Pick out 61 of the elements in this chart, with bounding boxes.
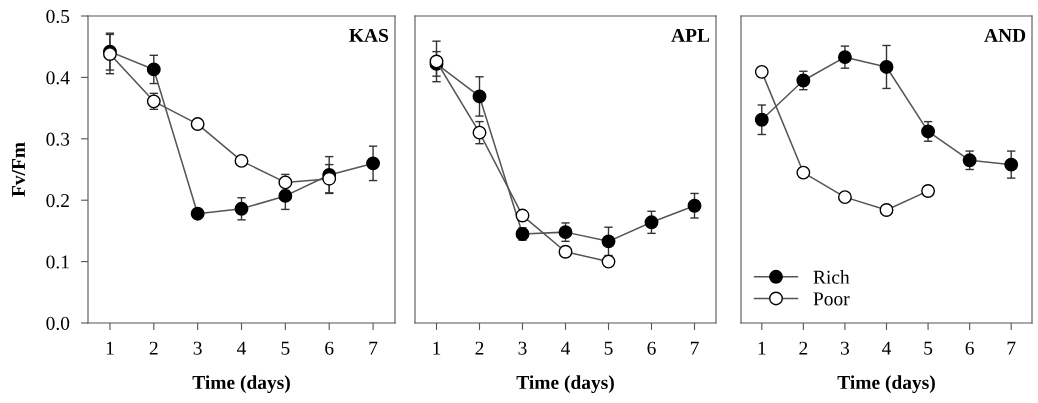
- legend-label: Poor: [813, 292, 850, 306]
- chart-title: AND: [984, 28, 1026, 42]
- x-tick-label: 2: [475, 341, 484, 355]
- point: [558, 244, 573, 259]
- point: [366, 156, 381, 171]
- point: [601, 234, 616, 249]
- x-axis-title: Time (days): [192, 375, 290, 394]
- y-tick-label: 0.0: [46, 316, 70, 331]
- point: [754, 112, 769, 127]
- point: [278, 188, 293, 203]
- point: [687, 198, 702, 213]
- point: [601, 254, 616, 269]
- point: [472, 89, 487, 104]
- point: [190, 206, 205, 221]
- x-tick-label: 1: [758, 341, 766, 355]
- point: [322, 171, 337, 186]
- y-tick-label: 0.3: [46, 132, 70, 146]
- x-tick-label: 7: [1007, 341, 1016, 355]
- point: [837, 190, 852, 205]
- y-axis-title: Fv/Fm: [12, 142, 26, 197]
- y-tick-label: 0.1: [46, 255, 69, 269]
- x-tick-label: 3: [193, 341, 202, 355]
- x-tick-label: 6: [965, 341, 974, 355]
- point: [921, 184, 936, 198]
- point: [472, 125, 487, 140]
- x-tick-label: 5: [604, 341, 613, 355]
- point: [515, 208, 530, 223]
- y-tick-label: 0.5: [46, 9, 70, 24]
- point: [921, 124, 936, 139]
- point: [837, 50, 852, 65]
- point: [234, 153, 249, 168]
- point: [879, 203, 894, 217]
- x-tick-label: 1: [433, 341, 441, 355]
- y-tick-label: 0.2: [46, 194, 69, 208]
- x-tick-label: 2: [149, 341, 158, 355]
- x-tick-label: 7: [369, 341, 378, 355]
- point: [234, 201, 249, 216]
- x-axis-title: Time (days): [516, 375, 614, 394]
- x-axis-title: Time (days): [837, 375, 935, 394]
- chart-title: KAS: [349, 28, 389, 42]
- x-tick-label: 5: [281, 341, 290, 355]
- legend-label: Rich: [813, 270, 850, 284]
- x-tick-label: 4: [882, 341, 892, 355]
- point: [879, 60, 894, 74]
- x-tick-label: 5: [924, 341, 933, 355]
- x-tick-label: 1: [106, 341, 114, 355]
- x-tick-label: 3: [841, 341, 850, 355]
- point: [190, 117, 205, 132]
- x-tick-label: 4: [237, 341, 247, 355]
- x-tick-label: 4: [561, 341, 571, 355]
- x-tick-label: 3: [518, 341, 527, 355]
- point: [1004, 157, 1019, 172]
- point: [146, 62, 161, 77]
- y-tick-label: 0.4: [46, 71, 70, 85]
- x-tick-label: 6: [647, 341, 656, 355]
- x-tick-label: 7: [690, 341, 699, 355]
- point: [644, 215, 659, 230]
- x-tick-label: 6: [325, 341, 334, 355]
- x-tick-label: 2: [799, 341, 808, 355]
- point: [754, 64, 769, 79]
- chart-title: APL: [671, 28, 710, 42]
